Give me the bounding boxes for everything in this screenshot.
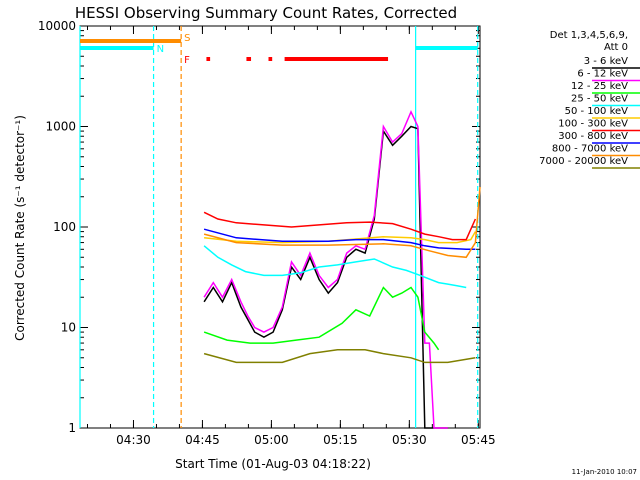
x-tick-label: 05:15 (323, 433, 358, 447)
legend-label: 25 - 50 keV (571, 94, 628, 105)
x-axis-label: Start Time (01-Aug-03 04:18:22) (175, 457, 371, 471)
legend-label: 300 - 800 keV (558, 131, 628, 142)
flag-label-s: S (184, 33, 190, 44)
series-line (203, 211, 477, 241)
x-tick-label: 04:45 (185, 433, 220, 447)
series-line (203, 286, 440, 351)
flag-label-f: F (184, 55, 190, 66)
flag-label-n: N (157, 44, 164, 55)
series-line (203, 228, 476, 251)
x-tick-label: 05:45 (461, 433, 496, 447)
series-line (203, 245, 467, 289)
y-axis-label: Corrected Count Rate (s⁻¹ detector⁻¹) (13, 115, 27, 341)
legend: Det 1,3,4,5,6,9, Att 0 3 - 6 keV 6 - 12 k… (539, 30, 640, 169)
legend-label: 3 - 6 keV (584, 56, 628, 67)
legend-label: 800 - 7000 keV (552, 144, 628, 155)
plot-area: 1 10 100 1000 10000 04:30 04:45 05:00 05:15 05:30… (38, 19, 496, 447)
y-tick-label: 10 (61, 321, 76, 335)
y-tick-label: 1000 (45, 120, 76, 134)
series-line (203, 125, 448, 429)
chart-title: HESSI Observing Summary Count Rates, Cor… (75, 4, 457, 22)
legend-label: 12 - 25 keV (571, 81, 628, 92)
footer-date: 11-Jan-2010 10:07 (572, 468, 637, 476)
y-tick-label: 100 (53, 220, 76, 234)
legend-header-1: Det 1,3,4,5,6,9, (550, 30, 628, 41)
x-tick-label: 05:30 (392, 433, 427, 447)
y-tick-label: 1 (68, 421, 76, 435)
series-line (203, 186, 481, 259)
series-line (204, 231, 477, 244)
series-line (203, 109, 448, 429)
legend-label: 6 - 12 keV (577, 69, 628, 80)
legend-label: 100 - 300 keV (558, 119, 628, 130)
x-tick-label: 04:30 (116, 433, 151, 447)
legend-label: 50 - 100 keV (565, 106, 629, 117)
y-tick-label: 10000 (38, 19, 76, 33)
x-tick-label: 05:00 (254, 433, 289, 447)
legend-label: 7000 - 20000 keV (539, 156, 628, 167)
legend-header-2: Att 0 (604, 42, 628, 53)
series-line (203, 349, 476, 364)
